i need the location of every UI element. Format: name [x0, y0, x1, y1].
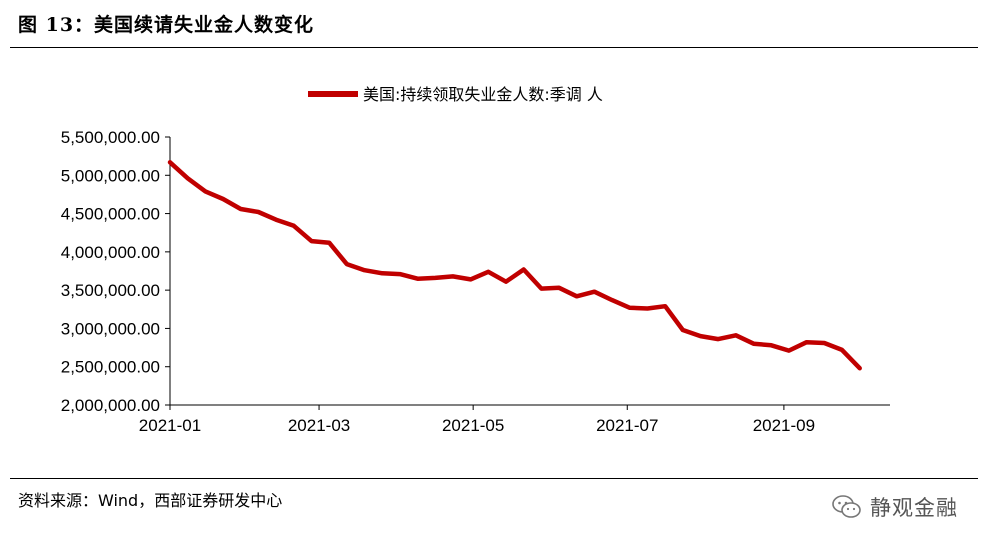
y-tick-label: 5,500,000.00 [61, 128, 160, 147]
data-point [204, 190, 207, 193]
data-point [416, 277, 419, 280]
data-point [752, 342, 755, 345]
data-point [222, 198, 225, 200]
data-point [717, 338, 720, 341]
data-point [681, 329, 684, 331]
data-point [398, 273, 401, 276]
wechat-icon [832, 495, 861, 518]
axes [169, 137, 890, 406]
x-tick-label: 2021-07 [596, 416, 658, 435]
source-note: 资料来源：Wind，西部证券研发中心 [18, 491, 283, 510]
y-axis-ticks: 2,000,000.00 2,500,000.00 3,000,000.00 3,50… [61, 128, 170, 415]
figure-title: 图 13：美国续请失业金人数变化 [18, 14, 315, 36]
x-tick-label: 2021-05 [442, 416, 504, 435]
data-point [434, 276, 437, 279]
data-point [841, 348, 843, 351]
data-point [328, 241, 331, 244]
data-point [522, 268, 525, 271]
data-point [787, 349, 790, 352]
data-point [275, 218, 278, 221]
data-point [805, 341, 808, 344]
legend-label: 美国:持续领取失业金人数:季调 人 [363, 85, 603, 104]
data-point [699, 335, 702, 338]
legend: 美国:持续领取失业金人数:季调 人 [308, 85, 603, 104]
data-point [505, 280, 507, 283]
data-point [381, 272, 384, 275]
data-point [310, 240, 313, 243]
y-tick-label: 2,000,000.00 [61, 396, 160, 415]
data-point [593, 290, 596, 293]
y-tick-label: 3,000,000.00 [61, 319, 160, 338]
x-tick-label: 2021-01 [139, 416, 201, 435]
x-tick-label: 2021-09 [753, 416, 815, 435]
bottom-rule [10, 478, 978, 479]
y-tick-label: 2,500,000.00 [61, 358, 160, 377]
data-point [540, 287, 543, 290]
y-tick-label: 4,500,000.00 [61, 205, 160, 224]
data-point [646, 307, 649, 310]
data-point [451, 275, 454, 278]
data-point [734, 334, 737, 337]
watermark: 静观金融 [832, 490, 958, 524]
plot-area [167, 160, 862, 371]
data-point [363, 269, 366, 272]
y-tick-label: 3,500,000.00 [61, 281, 160, 300]
data-point [292, 224, 295, 227]
data-point [575, 295, 578, 298]
watermark-text: 静观金融 [870, 496, 958, 520]
data-point [469, 278, 472, 281]
y-tick-label: 4,000,000.00 [61, 243, 160, 262]
x-tick-label: 2021-03 [288, 416, 350, 435]
data-point [628, 306, 631, 309]
data-point [169, 161, 171, 164]
data-point [487, 270, 490, 273]
data-point [858, 367, 861, 370]
top-rule [10, 47, 978, 48]
series-line [167, 160, 862, 371]
data-point [611, 299, 614, 302]
y-tick-label: 5,000,000.00 [61, 166, 160, 185]
data-point [664, 305, 667, 308]
data-point [823, 342, 826, 344]
data-point [239, 208, 242, 210]
data-point [770, 344, 773, 347]
x-axis-ticks: 2021-01 2021-03 2021-05 2021-07 2021-09 [139, 405, 815, 435]
data-point [186, 177, 189, 180]
data-point [257, 211, 260, 213]
data-point [345, 263, 348, 266]
data-point [558, 286, 561, 289]
